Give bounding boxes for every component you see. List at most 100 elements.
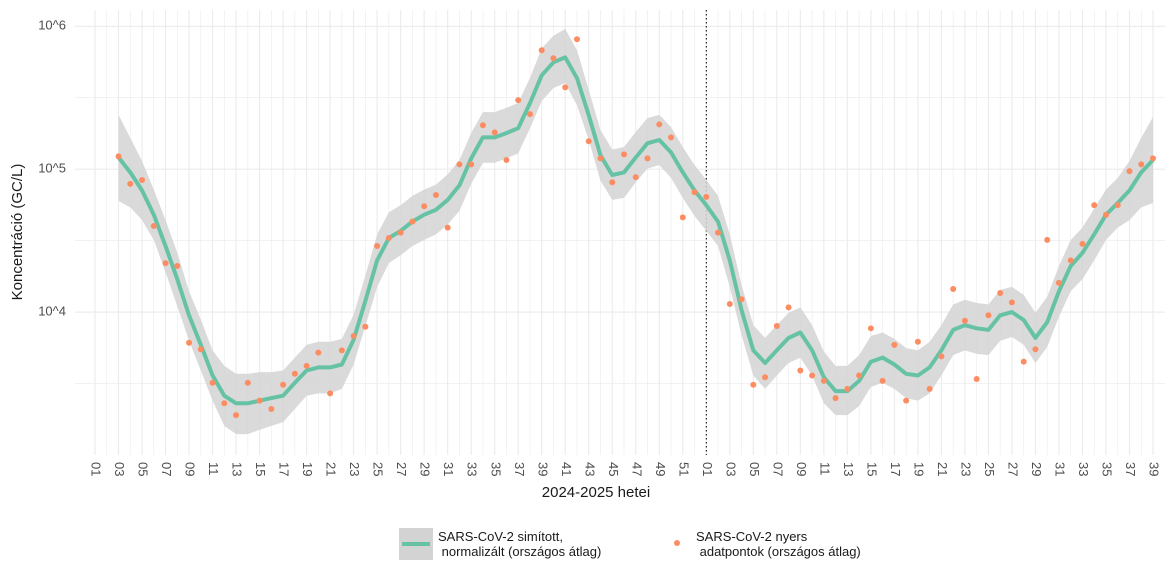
data-point xyxy=(327,390,334,397)
data-point xyxy=(1032,346,1039,353)
x-tick-label: 37 xyxy=(512,462,527,476)
x-tick-label: 15 xyxy=(864,462,879,476)
x-tick-label: 01 xyxy=(700,462,715,476)
data-point xyxy=(186,339,193,346)
x-tick-label: 07 xyxy=(159,462,174,476)
data-point xyxy=(891,341,898,348)
x-tick-label: 09 xyxy=(794,462,809,476)
legend-label: SARS-CoV-2 simított, normalizált (ország… xyxy=(438,529,602,559)
x-tick-label: 27 xyxy=(394,462,409,476)
data-point xyxy=(950,286,957,293)
x-tick-label: 15 xyxy=(253,462,268,476)
data-point xyxy=(726,300,733,307)
x-tick-label: 09 xyxy=(183,462,198,476)
data-point xyxy=(268,405,275,412)
x-tick-label: 39 xyxy=(1147,462,1162,476)
data-point xyxy=(1020,358,1027,365)
x-tick-label: 33 xyxy=(1076,462,1091,476)
data-point xyxy=(762,374,769,381)
legend-item: SARS-CoV-2 nyers adatpontok (országos át… xyxy=(668,527,928,561)
data-point xyxy=(491,129,498,136)
data-point xyxy=(233,412,240,419)
data-point xyxy=(291,370,298,377)
y-tick-label: 10^6 xyxy=(38,18,66,33)
x-tick-label: 25 xyxy=(371,462,386,476)
data-point xyxy=(209,379,216,386)
data-point xyxy=(1114,202,1121,209)
data-point xyxy=(938,353,945,360)
data-point xyxy=(503,156,510,163)
x-tick-label: 13 xyxy=(841,462,856,476)
data-point xyxy=(867,325,874,332)
x-tick-label: 01 xyxy=(89,462,104,476)
data-point xyxy=(703,193,710,200)
data-point xyxy=(832,395,839,402)
data-point xyxy=(197,346,204,353)
x-tick-label: 23 xyxy=(347,462,362,476)
chart: 2024-2025 hetei Koncentráció (GC/L) 10^4… xyxy=(9,10,1165,501)
data-point xyxy=(609,179,616,186)
data-point xyxy=(773,322,780,329)
x-tick-label: 31 xyxy=(441,462,456,476)
x-tick-label: 35 xyxy=(488,462,503,476)
data-point xyxy=(444,224,451,231)
x-axis-title: 2024-2025 hetei xyxy=(542,484,650,501)
data-point xyxy=(656,121,663,128)
data-point xyxy=(691,189,698,196)
x-tick-label: 29 xyxy=(1029,462,1044,476)
data-point xyxy=(903,397,910,404)
data-point xyxy=(162,260,169,267)
data-point xyxy=(350,333,357,340)
x-tick-label: 19 xyxy=(300,462,315,476)
x-tick-label: 17 xyxy=(888,462,903,476)
data-point xyxy=(562,84,569,91)
data-point xyxy=(127,180,134,187)
data-point xyxy=(573,36,580,43)
x-tick-label: 17 xyxy=(277,462,292,476)
data-point xyxy=(632,174,639,181)
data-point xyxy=(997,290,1004,297)
data-point xyxy=(174,263,181,270)
data-point xyxy=(397,229,404,236)
data-point xyxy=(961,317,968,324)
data-point xyxy=(585,138,592,145)
data-point xyxy=(985,312,992,319)
data-point xyxy=(844,385,851,392)
legend-key xyxy=(399,528,433,560)
data-point xyxy=(1091,202,1098,209)
data-point xyxy=(244,379,251,386)
x-tick-label: 05 xyxy=(747,462,762,476)
x-tick-label: 39 xyxy=(535,462,550,476)
x-tick-label: 21 xyxy=(324,462,339,476)
data-point xyxy=(538,47,545,54)
data-point xyxy=(468,161,475,168)
data-point xyxy=(679,214,686,221)
data-point xyxy=(338,347,345,354)
x-tick-label: 45 xyxy=(606,462,621,476)
data-point xyxy=(926,385,933,392)
x-tick-label: 41 xyxy=(559,462,574,476)
data-point xyxy=(374,243,381,250)
data-point xyxy=(785,304,792,311)
data-point xyxy=(1138,161,1145,168)
x-tick-label: 05 xyxy=(136,462,151,476)
data-point xyxy=(914,338,921,345)
data-point xyxy=(456,161,463,168)
data-point xyxy=(303,362,310,369)
data-point xyxy=(879,377,886,384)
x-tick-label: 33 xyxy=(465,462,480,476)
y-tick-label: 10^4 xyxy=(38,304,66,319)
smoothed-line xyxy=(116,55,1155,406)
data-point xyxy=(221,400,228,407)
data-point xyxy=(362,323,369,330)
legend-dot xyxy=(674,540,680,546)
legend-label: SARS-CoV-2 nyers adatpontok (országos át… xyxy=(696,529,861,559)
x-tick-label: 37 xyxy=(1123,462,1138,476)
x-tick-label: 13 xyxy=(230,462,245,476)
data-point xyxy=(973,376,980,383)
data-point xyxy=(644,155,651,162)
x-tick-label: 25 xyxy=(982,462,997,476)
data-point xyxy=(526,111,533,118)
x-tick-label: 07 xyxy=(770,462,785,476)
